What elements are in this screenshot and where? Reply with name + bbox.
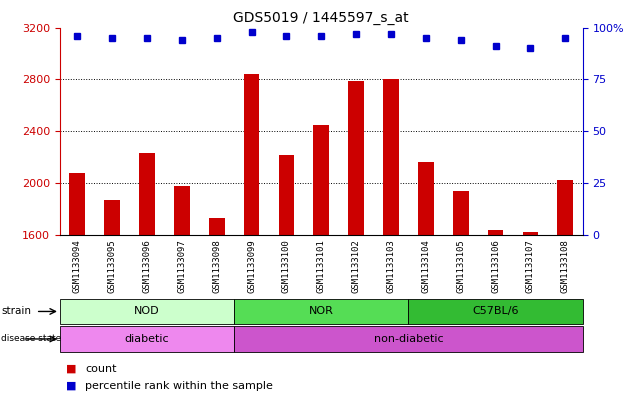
Bar [60, 299, 234, 324]
Text: count: count [85, 364, 117, 374]
Text: GSM1133095: GSM1133095 [108, 239, 117, 292]
Bar [558, 180, 573, 235]
Bar [383, 79, 399, 235]
Bar [139, 153, 155, 235]
Bar [418, 162, 433, 235]
Bar [314, 125, 329, 235]
Text: non-diabetic: non-diabetic [374, 334, 444, 344]
Bar [234, 326, 583, 352]
Text: GSM1133102: GSM1133102 [352, 239, 360, 292]
Title: GDS5019 / 1445597_s_at: GDS5019 / 1445597_s_at [234, 11, 409, 25]
Text: GSM1133100: GSM1133100 [282, 239, 291, 292]
Bar [278, 154, 294, 235]
Text: GSM1133106: GSM1133106 [491, 239, 500, 292]
Bar [488, 230, 503, 235]
Text: NOR: NOR [309, 307, 334, 316]
Text: strain: strain [1, 307, 32, 316]
Bar [60, 326, 234, 352]
Text: GSM1133105: GSM1133105 [456, 239, 465, 292]
Text: GSM1133098: GSM1133098 [212, 239, 221, 292]
Bar [348, 81, 364, 235]
Text: GSM1133099: GSM1133099 [247, 239, 256, 292]
Text: ■: ■ [66, 381, 77, 391]
Text: C57BL/6: C57BL/6 [472, 307, 519, 316]
Bar [69, 173, 85, 235]
Text: GSM1133096: GSM1133096 [142, 239, 151, 292]
Bar [453, 191, 469, 235]
Bar [234, 299, 408, 324]
Text: GSM1133107: GSM1133107 [526, 239, 535, 292]
Text: GSM1133101: GSM1133101 [317, 239, 326, 292]
Bar [174, 186, 190, 235]
Bar [209, 218, 224, 235]
Text: GSM1133094: GSM1133094 [73, 239, 82, 292]
Text: GSM1133104: GSM1133104 [421, 239, 430, 292]
Text: diabetic: diabetic [125, 334, 169, 344]
Bar [408, 299, 583, 324]
Text: GSM1133103: GSM1133103 [387, 239, 396, 292]
Text: ■: ■ [66, 364, 77, 374]
Bar [523, 232, 538, 235]
Text: GSM1133108: GSM1133108 [561, 239, 570, 292]
Text: GSM1133097: GSM1133097 [178, 239, 186, 292]
Bar [105, 200, 120, 235]
Bar [244, 74, 260, 235]
Text: percentile rank within the sample: percentile rank within the sample [85, 381, 273, 391]
Text: disease state: disease state [1, 334, 62, 343]
Text: NOD: NOD [134, 307, 160, 316]
